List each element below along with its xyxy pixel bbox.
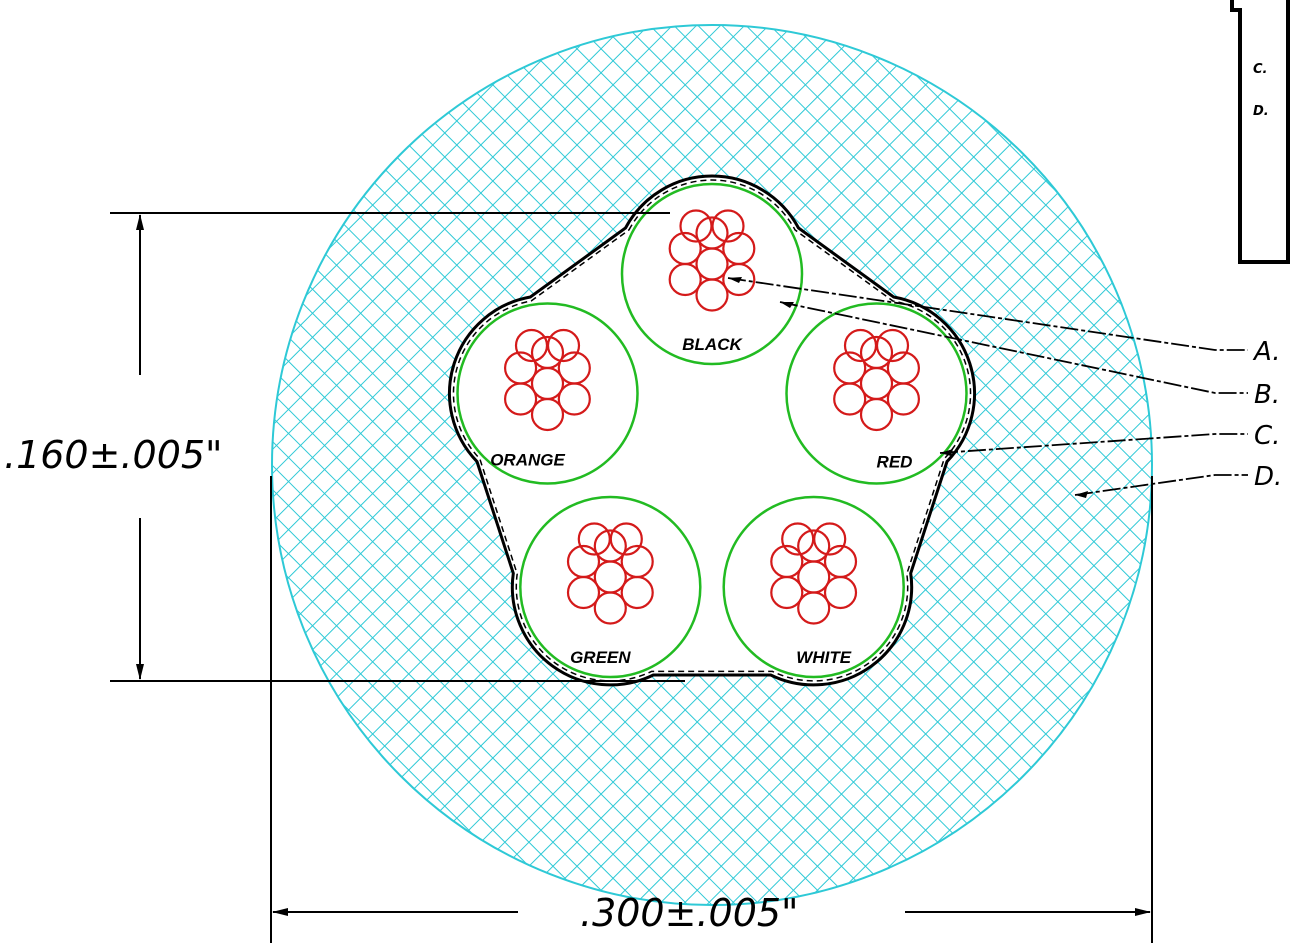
- strand: [530, 335, 565, 370]
- strand: [695, 216, 729, 250]
- strand: [797, 591, 831, 625]
- conductor-label-black: BLACK: [682, 335, 743, 354]
- strand: [593, 529, 627, 563]
- insulation-orange: [456, 302, 639, 485]
- inner-diameter-dimension: .160±.005": [4, 212, 685, 682]
- strand: [546, 328, 581, 363]
- strand: [695, 278, 729, 312]
- conductor-black: BLACK: [620, 182, 804, 366]
- insulation-green: [519, 495, 702, 679]
- conductor-label-green: GREEN: [570, 648, 631, 667]
- callout-label-c: C.: [1254, 421, 1280, 451]
- strand: [797, 529, 831, 563]
- outer-diameter-label: .300±.005": [580, 891, 799, 935]
- strand: [859, 335, 894, 370]
- strand: [593, 591, 627, 625]
- callouts: A. B. C. D.: [727, 277, 1282, 498]
- insulation-black: [620, 182, 804, 366]
- conductor-green: GREEN: [519, 495, 702, 679]
- strand: [813, 522, 847, 556]
- conductor-white: WHITE: [722, 495, 905, 679]
- strand: [722, 231, 756, 266]
- strand: [833, 351, 867, 385]
- conductor-label-orange: ORANGE: [490, 451, 565, 470]
- callout-label-d: D.: [1254, 462, 1282, 492]
- outer-diameter-dimension: .300±.005": [270, 476, 1153, 943]
- conductor-orange: ORANGE: [456, 302, 639, 485]
- strand: [566, 544, 601, 579]
- strand: [823, 544, 858, 579]
- legend-label-d: D.: [1253, 104, 1269, 119]
- strand: [711, 209, 745, 243]
- strand: [668, 231, 702, 266]
- conductor-label-white: WHITE: [796, 648, 851, 667]
- strand: [503, 351, 538, 385]
- strand: [620, 544, 654, 579]
- strand: [530, 397, 565, 432]
- strand: [886, 351, 921, 385]
- conductors-group: BLACK RED WHITE GREEN ORANGE: [456, 182, 968, 679]
- conductor-label-red: RED: [877, 453, 913, 472]
- callout-label-a: A.: [1252, 337, 1281, 367]
- strand: [770, 544, 804, 579]
- inner-diameter-label: .160±.005": [4, 433, 223, 477]
- insulation-white: [722, 495, 905, 679]
- strand: [875, 328, 910, 363]
- conductor-red: RED: [785, 302, 968, 485]
- legend-label-c: C.: [1253, 62, 1267, 77]
- legend-box: C. D.: [1230, 0, 1290, 264]
- strand: [557, 351, 591, 385]
- callout-label-b: B.: [1254, 380, 1280, 410]
- strand: [609, 522, 643, 556]
- insulation-red: [785, 302, 968, 485]
- strand: [859, 397, 894, 432]
